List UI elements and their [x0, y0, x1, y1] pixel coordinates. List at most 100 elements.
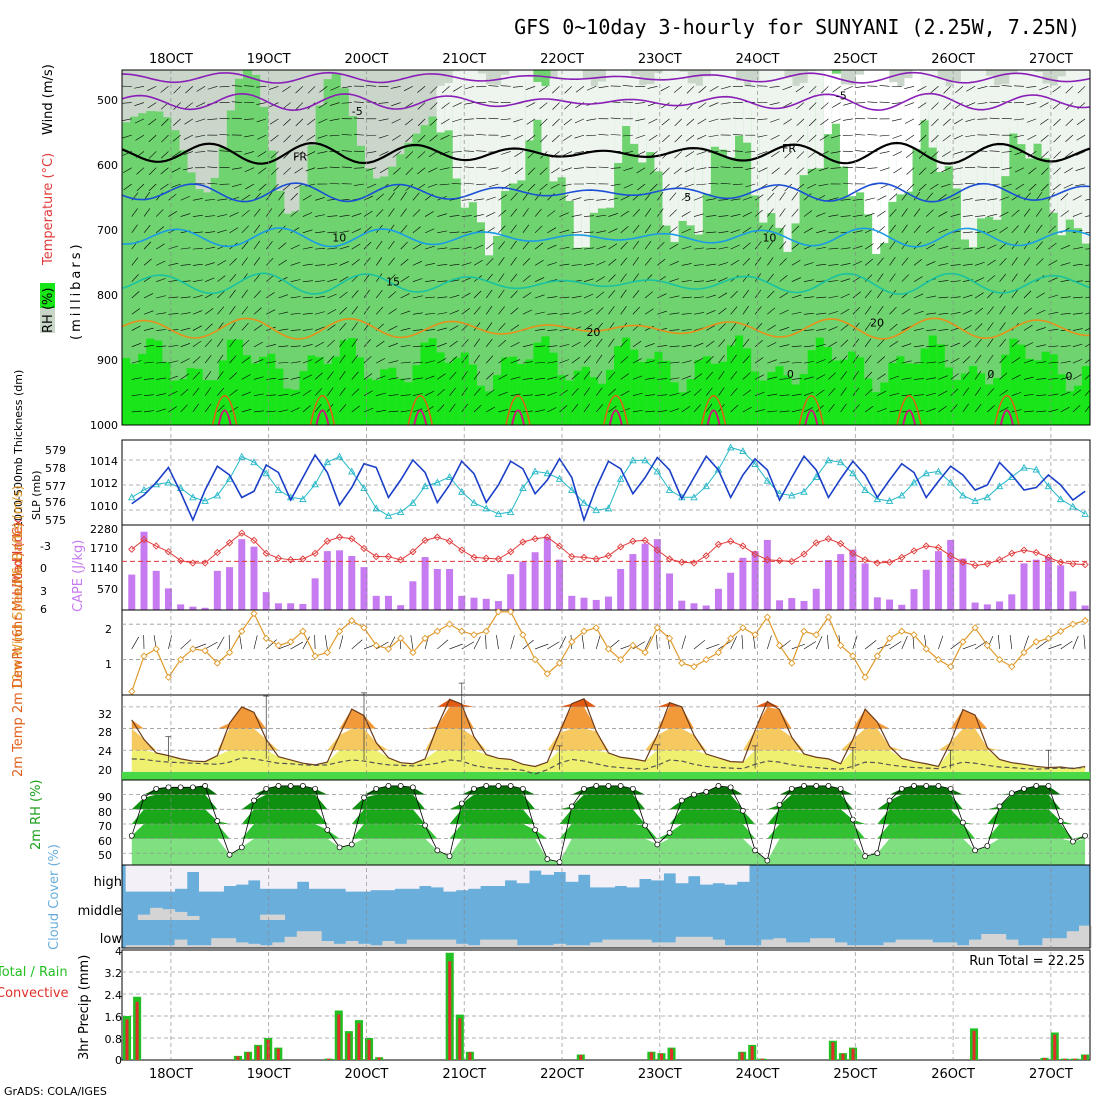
wind-barb: [278, 259, 287, 266]
wind-barb: [501, 167, 511, 173]
wind-barb: [229, 322, 236, 331]
wind-barb: [256, 85, 267, 88]
wind-barb: [1028, 183, 1037, 191]
wind-barb: [143, 224, 151, 234]
wind-barb: [662, 167, 670, 175]
wind-barb: [229, 289, 236, 299]
wind-point: [287, 638, 295, 646]
lifted-index-point: [959, 558, 967, 566]
cloud-low-cell: [565, 945, 579, 948]
precip-conv-bar: [841, 1053, 845, 1060]
isotherm-30: [511, 409, 525, 425]
wind-barb: [962, 325, 972, 331]
surface-barb: [547, 641, 560, 650]
wind-barb: [926, 392, 936, 396]
wind-barb: [559, 343, 570, 348]
wind-barb: [388, 274, 396, 282]
bottom-date-tick: 23OCT: [638, 1067, 682, 1082]
cloud-low-cell: [663, 942, 677, 948]
wind-barb: [559, 212, 569, 217]
rh-point: [238, 844, 245, 851]
wind-barb: [791, 192, 799, 201]
wind-barb: [1085, 231, 1090, 234]
wind-barb: [681, 194, 690, 201]
cloud-low-cell: [981, 934, 994, 948]
isotherms: [122, 71, 1090, 425]
wind-barb: [351, 371, 359, 380]
wind-barb: [965, 183, 976, 185]
wind-barb: [1036, 378, 1047, 380]
precip-conv-bar: [649, 1052, 653, 1060]
wind-barb: [547, 244, 557, 250]
wind-barb: [828, 403, 835, 413]
wind-barb: [424, 406, 434, 413]
top-date-tick: 23OCT: [638, 52, 682, 67]
cloud-high-cell: [455, 865, 469, 891]
wind-barb: [828, 295, 839, 299]
rh-point: [984, 843, 991, 849]
wind-barb: [535, 311, 545, 315]
pressure-axis: 500 600 700 800 900 1000: [90, 94, 118, 432]
wind-barb: [217, 354, 224, 364]
rh-cell: [638, 111, 648, 425]
wind-barb: [156, 260, 166, 266]
wind-point: [629, 641, 637, 650]
wind-barb: [681, 211, 691, 217]
lifted-index-point: [617, 543, 625, 551]
wind-barb: [563, 118, 572, 126]
wind-point: [189, 645, 197, 653]
cloud-low-cell: [846, 945, 860, 948]
wind-barb: [552, 86, 560, 94]
rh-cell: [267, 353, 277, 425]
wind-barb: [488, 167, 499, 170]
rh-cell: [993, 156, 1003, 425]
wind-barb: [745, 117, 756, 120]
wind-barb: [461, 199, 472, 201]
wind-barb: [913, 191, 921, 201]
wind-barb: [754, 306, 762, 315]
wind-barb: [867, 134, 878, 136]
wind-barb: [831, 134, 841, 139]
precip-conv-bar: [246, 1052, 250, 1060]
rh-cell: [807, 123, 817, 425]
wind-barb: [796, 134, 805, 143]
wind-barb: [796, 167, 805, 175]
wind-barb: [354, 117, 365, 120]
wind-barbs: [122, 85, 1090, 413]
cape-bar: [164, 588, 172, 610]
wind-barb: [241, 356, 251, 364]
rh-cell: [936, 129, 946, 425]
rh-cell: [630, 349, 640, 425]
rh-cell: [364, 168, 374, 425]
wind-point: [397, 634, 405, 642]
rh-cell: [1081, 366, 1090, 425]
wind-barb: [767, 273, 774, 282]
wind-barb: [1072, 263, 1083, 266]
wind-barb: [962, 215, 973, 217]
wind-barb: [253, 273, 261, 282]
wind-barb: [608, 274, 616, 282]
cloud-low-cell: [1005, 939, 1019, 948]
wind-barb: [681, 280, 692, 282]
wind-barb: [290, 329, 301, 331]
wind-barb: [918, 118, 927, 126]
wind-barb: [476, 133, 487, 136]
surface-barb: [706, 643, 720, 650]
surface-barb: [510, 635, 515, 650]
wind-barb: [816, 312, 827, 315]
rh-cell: [872, 392, 882, 425]
wind-barb: [950, 373, 959, 380]
wind-barb: [962, 340, 971, 348]
wind-barb: [180, 358, 190, 364]
cape-bar: [409, 581, 417, 610]
wind-barb: [610, 134, 621, 136]
wind-barb: [954, 102, 964, 109]
wind-barb: [417, 134, 426, 143]
bottom-date-tick: 26OCT: [931, 1067, 975, 1082]
rh-cell: [525, 80, 535, 425]
cape-bar: [1008, 594, 1016, 610]
wind-barb: [253, 393, 264, 396]
thickness-point: [360, 484, 368, 491]
rh-cell: [396, 154, 406, 425]
wind-barb: [926, 329, 937, 331]
